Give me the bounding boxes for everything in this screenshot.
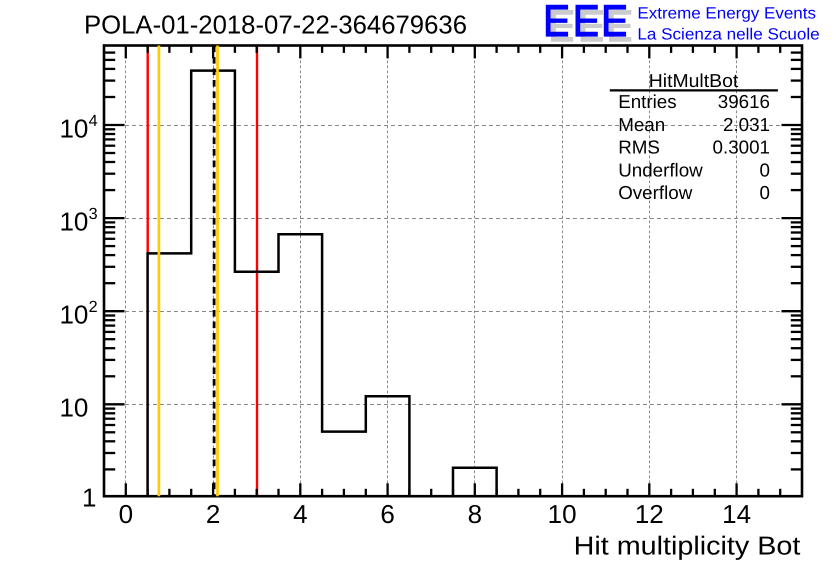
svg-text:10: 10	[59, 113, 88, 143]
svg-text:8: 8	[468, 499, 482, 529]
svg-text:0: 0	[760, 182, 770, 203]
svg-text:6: 6	[380, 499, 394, 529]
svg-text:39616: 39616	[718, 91, 770, 112]
svg-text:2.031: 2.031	[723, 114, 770, 135]
svg-text:Entries: Entries	[618, 91, 676, 112]
svg-text:12: 12	[635, 499, 664, 529]
svg-text:10: 10	[59, 300, 88, 330]
svg-text:0.3001: 0.3001	[713, 137, 770, 158]
svg-text:Underflow: Underflow	[618, 159, 703, 180]
svg-text:10: 10	[59, 206, 88, 236]
svg-text:HitMultBot: HitMultBot	[649, 70, 739, 91]
svg-text:4: 4	[293, 499, 307, 529]
svg-text:Hit multiplicity Bot: Hit multiplicity Bot	[574, 531, 802, 561]
svg-text:2: 2	[206, 499, 220, 529]
svg-text:0: 0	[760, 159, 770, 180]
svg-text:Overflow: Overflow	[618, 182, 693, 203]
svg-text:10: 10	[59, 393, 88, 423]
svg-text:Mean: Mean	[618, 114, 665, 135]
svg-text:1: 1	[82, 482, 96, 512]
svg-text:POLA-01-2018-07-22-364679636: POLA-01-2018-07-22-364679636	[84, 10, 467, 40]
svg-text:4: 4	[89, 112, 98, 130]
svg-text:2: 2	[89, 298, 98, 316]
svg-text:0: 0	[119, 499, 133, 529]
svg-text:3: 3	[89, 205, 98, 223]
svg-text:La Scienza nelle Scuole: La Scienza nelle Scuole	[637, 25, 819, 43]
svg-text:Extreme Energy Events: Extreme Energy Events	[637, 5, 816, 23]
svg-text:RMS: RMS	[618, 137, 660, 158]
svg-text:10: 10	[548, 499, 577, 529]
svg-text:14: 14	[722, 499, 751, 529]
